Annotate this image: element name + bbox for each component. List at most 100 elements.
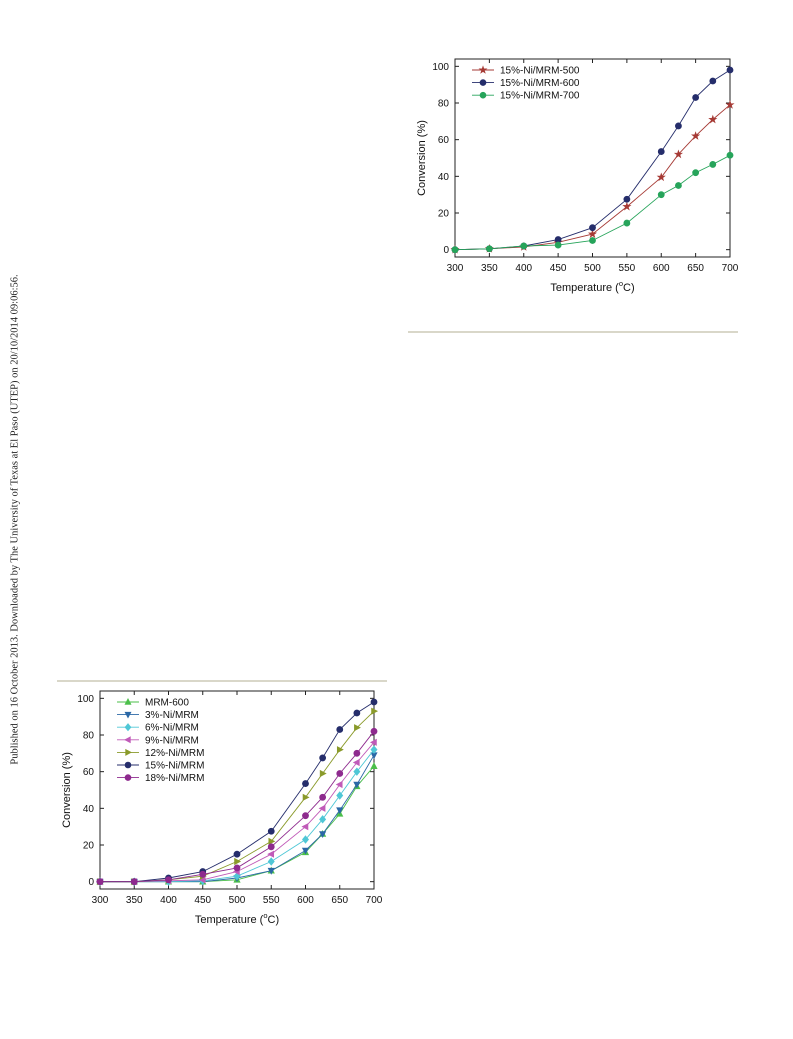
data-point	[370, 727, 378, 735]
data-point	[353, 767, 361, 776]
series-6	[96, 727, 378, 886]
data-point	[268, 837, 276, 845]
data-point	[319, 793, 327, 801]
x-tick-label: 350	[126, 895, 143, 906]
data-point	[130, 878, 138, 886]
y-tick-label: 80	[438, 99, 450, 110]
legend-label: 12%-Ni/MRM	[145, 748, 204, 759]
data-point	[589, 237, 596, 244]
data-point	[656, 172, 666, 182]
legend-label: 9%-Ni/MRM	[145, 735, 199, 746]
legend-label: 15%-Ni/MRM-500	[500, 66, 580, 77]
data-point	[622, 201, 632, 211]
legend-marker	[124, 711, 132, 719]
data-point	[336, 770, 344, 777]
series-2	[451, 151, 734, 254]
legend-label: 15%-Ni/MRM-600	[500, 78, 580, 89]
data-point	[353, 781, 361, 789]
legend-marker	[479, 79, 487, 86]
x-tick-label: 500	[229, 895, 246, 906]
x-tick-label: 700	[366, 895, 383, 906]
y-tick-label: 100	[77, 694, 94, 705]
y-tick-label: 100	[432, 62, 449, 73]
data-point	[301, 823, 309, 831]
data-point	[370, 745, 378, 754]
data-point	[451, 246, 459, 254]
data-point	[302, 812, 309, 820]
download-side-note: Published on 16 October 2013. Downloaded…	[2, 0, 28, 1039]
legend-marker	[124, 774, 132, 781]
data-point	[233, 864, 241, 872]
data-point	[318, 804, 326, 812]
legend-label: 18%-Ni/MRM	[145, 773, 204, 784]
x-tick-label: 550	[263, 895, 280, 906]
data-point	[267, 827, 275, 835]
plot-frame	[99, 690, 375, 890]
legend-marker	[478, 65, 488, 74]
x-tick-label: 300	[447, 263, 464, 274]
legend-marker	[124, 736, 131, 744]
x-tick-label: 350	[481, 263, 498, 274]
legend-label: 6%-Ni/MRM	[145, 723, 199, 734]
data-point	[234, 857, 242, 866]
data-point	[267, 867, 275, 875]
y-tick-label: 0	[443, 245, 449, 256]
data-point	[554, 241, 562, 249]
y-tick-label: 40	[438, 172, 450, 183]
x-tick-label: 450	[194, 895, 211, 906]
data-point	[353, 709, 361, 717]
data-point	[709, 161, 717, 168]
data-point	[199, 870, 207, 878]
data-point	[589, 224, 596, 232]
figure-divider-bottom	[57, 680, 387, 682]
data-point	[370, 762, 378, 769]
x-tick-label: 600	[297, 895, 314, 906]
data-point	[708, 114, 718, 124]
y-tick-label: 20	[83, 841, 95, 852]
data-point	[354, 724, 361, 732]
legend-marker	[124, 698, 132, 705]
x-tick-label: 650	[687, 263, 704, 274]
data-point	[725, 100, 735, 109]
data-point	[319, 769, 327, 778]
data-point	[692, 169, 700, 177]
data-point	[302, 793, 310, 801]
data-point	[267, 857, 275, 866]
data-point	[267, 843, 275, 851]
x-axis-label: Temperature (oC)	[550, 279, 634, 294]
legend-marker	[124, 723, 132, 732]
x-tick-label: 400	[515, 263, 532, 274]
data-point	[96, 878, 104, 886]
y-tick-label: 60	[438, 135, 450, 146]
x-tick-label: 400	[160, 895, 177, 906]
x-tick-label: 600	[653, 263, 670, 274]
x-tick-label: 300	[92, 895, 109, 906]
series-line	[100, 731, 375, 883]
x-tick-label: 450	[550, 263, 567, 274]
data-point	[336, 807, 344, 815]
data-point	[657, 148, 665, 155]
data-point	[319, 815, 327, 824]
legend-label: 15%-Ni/MRM	[145, 761, 204, 772]
x-axis-label: Temperature (oC)	[195, 911, 279, 926]
figure-divider-top	[408, 331, 738, 333]
data-point	[485, 245, 493, 253]
data-point	[673, 149, 683, 159]
data-point	[336, 726, 344, 733]
data-point	[675, 182, 682, 189]
data-point	[726, 66, 734, 74]
x-tick-label: 500	[584, 263, 601, 274]
series-line	[454, 69, 731, 251]
data-point	[336, 791, 344, 800]
data-point	[319, 754, 327, 762]
y-axis-label: Conversion (%)	[416, 120, 428, 196]
data-point	[520, 242, 528, 250]
conversion-chart-calcination: 300 350 400 450 500 550 600 650 700 0 20 40 60 80 100 T…	[416, 58, 739, 294]
series-4	[97, 707, 379, 886]
data-point	[369, 738, 377, 746]
x-tick-label: 650	[331, 895, 348, 906]
series-2	[96, 745, 378, 886]
data-point	[352, 758, 360, 767]
x-tick-label: 550	[619, 263, 636, 274]
